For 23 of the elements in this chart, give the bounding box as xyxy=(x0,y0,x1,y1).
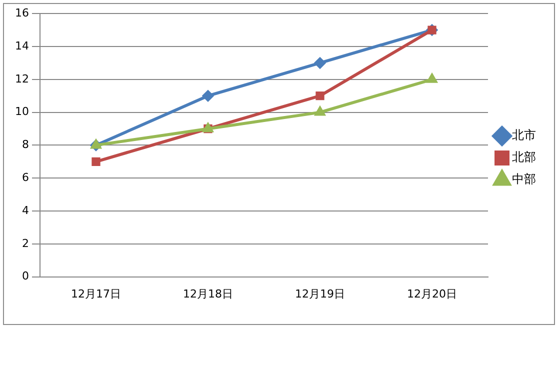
legend-label: 北市 xyxy=(512,128,536,142)
point xyxy=(92,157,100,166)
point xyxy=(427,74,437,83)
y-tick-label: 4 xyxy=(22,204,29,217)
y-tick-label: 6 xyxy=(22,170,29,184)
x-tick-label: 12月17日 xyxy=(70,287,121,300)
x-tick-label: 12月18日 xyxy=(183,287,233,300)
point xyxy=(314,57,326,68)
y-tick-label: 2 xyxy=(22,236,29,250)
x-tick-label: 12月20日 xyxy=(407,287,457,300)
y-tick-label: 16 xyxy=(14,6,29,20)
y-tick-label: 10 xyxy=(14,105,29,118)
y-tick-label: 8 xyxy=(22,138,29,152)
point xyxy=(315,106,325,116)
point xyxy=(202,90,214,102)
y-tick-label: 0 xyxy=(22,270,29,283)
y-tick-label: 14 xyxy=(14,39,29,52)
point xyxy=(91,140,101,149)
legend-label: 中部 xyxy=(512,172,536,186)
legend-label: 北部 xyxy=(512,150,536,164)
point xyxy=(316,92,324,100)
x-tick-label: 12月19日 xyxy=(295,287,345,300)
y-tick-label: 12 xyxy=(14,72,29,86)
